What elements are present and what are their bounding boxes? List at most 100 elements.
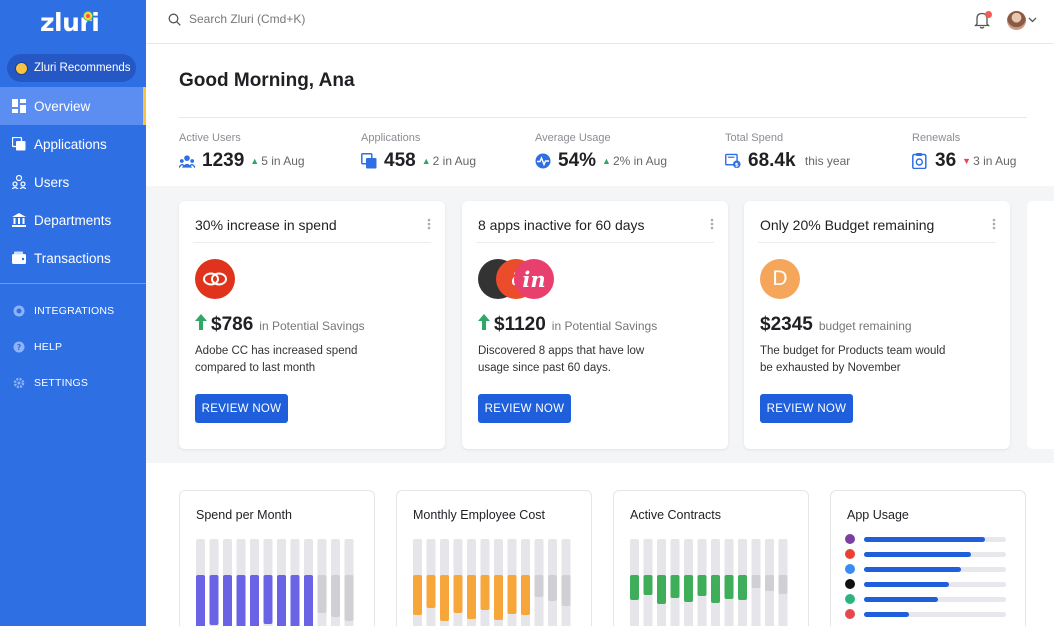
chart-card-spend-per-month[interactable]: Spend per Month	[179, 490, 375, 626]
bar[interactable]	[751, 575, 761, 588]
chevron-down-icon[interactable]	[1028, 15, 1037, 24]
amount-value: $786	[211, 314, 254, 335]
chart-card-active-contracts[interactable]: Active Contracts	[613, 490, 809, 626]
bar[interactable]	[711, 575, 720, 603]
bar[interactable]	[521, 575, 530, 615]
stat-value: 54%	[558, 150, 597, 171]
app-usage-row[interactable]	[845, 579, 1006, 589]
amount-value: $1120	[494, 314, 546, 335]
bar[interactable]	[453, 575, 463, 613]
bar[interactable]	[413, 575, 422, 615]
bar[interactable]	[317, 575, 327, 613]
chart-card-monthly-employee-cost[interactable]: Monthly Employee Cost	[396, 490, 592, 626]
kebab-menu-icon[interactable]	[992, 218, 996, 230]
trend-up-icon: ▲	[250, 156, 260, 166]
app-usage-row[interactable]	[845, 534, 1006, 544]
bar[interactable]	[561, 575, 571, 606]
arrow-up-icon	[478, 314, 490, 330]
search-bar[interactable]: Search Zluri (Cmd+K)	[168, 12, 305, 26]
sidebar-item-departments[interactable]: Departments	[0, 201, 146, 239]
search-icon	[168, 13, 181, 26]
usage-bar	[864, 566, 961, 572]
chart-card-app-usage[interactable]: App Usage	[830, 490, 1026, 626]
review-now-button[interactable]: REVIEW NOW	[195, 394, 288, 423]
sidebar-item-applications[interactable]: Applications	[0, 125, 146, 163]
top-bar: Search Zluri (Cmd+K)	[146, 0, 1054, 44]
bar[interactable]	[426, 575, 436, 608]
bar[interactable]	[534, 575, 544, 597]
stat-active-users[interactable]: Active Users 1239 ▲ 5 in Aug	[179, 132, 305, 172]
bar[interactable]	[738, 575, 747, 600]
bar[interactable]	[467, 575, 476, 619]
zluri-recommends-button[interactable]: Zluri Recommends	[7, 54, 136, 82]
stat-applications[interactable]: Applications 458 ▲ 2 in Aug	[361, 132, 476, 172]
sidebar-item-overview[interactable]: Overview	[0, 87, 146, 125]
stat-label: Total Spend	[725, 132, 784, 144]
department-avatar: D	[760, 259, 800, 299]
bar[interactable]	[290, 575, 300, 626]
invision-icon: in	[514, 259, 554, 299]
bar[interactable]	[697, 575, 707, 596]
bar[interactable]	[236, 575, 246, 626]
stat-value: 36	[935, 150, 957, 171]
integrations-icon	[12, 304, 26, 318]
app-icon-6	[845, 609, 855, 619]
card-title: 8 apps inactive for 60 days	[478, 217, 645, 233]
bar[interactable]	[724, 575, 734, 599]
bar[interactable]	[494, 575, 503, 620]
bar[interactable]	[304, 575, 313, 626]
recommends-label: Zluri Recommends	[34, 62, 131, 74]
card-title: Only 20% Budget remaining	[760, 217, 935, 233]
stat-label: Active Users	[179, 132, 241, 144]
bar[interactable]	[507, 575, 517, 614]
stat-average-usage[interactable]: Average Usage 54% ▲ 2% in Aug	[535, 132, 667, 172]
bell-icon[interactable]	[974, 11, 990, 29]
kebab-menu-icon[interactable]	[427, 218, 431, 230]
stat-total-spend[interactable]: Total Spend $ 68.4k this year	[725, 132, 850, 172]
bar[interactable]	[643, 575, 653, 595]
avatar[interactable]	[1007, 11, 1026, 30]
bar[interactable]	[657, 575, 666, 604]
bar[interactable]	[684, 575, 693, 602]
bar[interactable]	[209, 575, 219, 625]
stat-renewals[interactable]: Renewals 36 ▼ 3 in Aug	[912, 132, 1016, 172]
card-description: Adobe CC has increased spend compared to…	[195, 345, 358, 374]
sidebar-divider	[0, 283, 146, 284]
amount-label: in Potential Savings	[259, 319, 365, 333]
sidebar-item-help[interactable]: ? HELP	[0, 335, 146, 359]
kebab-menu-icon[interactable]	[710, 218, 714, 230]
search-input[interactable]: Search Zluri (Cmd+K)	[189, 12, 306, 26]
bar[interactable]	[778, 575, 788, 594]
bar[interactable]	[480, 575, 490, 610]
app-usage-row[interactable]	[845, 609, 1006, 619]
card-description: The budget for Products team would be ex…	[760, 345, 946, 374]
sidebar-item-label: Departments	[34, 212, 112, 228]
bar[interactable]	[277, 575, 286, 626]
app-usage-row[interactable]	[845, 564, 1006, 574]
bar[interactable]	[548, 575, 557, 601]
card-amount: $2345 budget remaining	[760, 314, 912, 336]
bar[interactable]	[630, 575, 639, 600]
thumbs-up-icon	[15, 61, 28, 75]
bar[interactable]	[331, 575, 340, 617]
bar[interactable]	[670, 575, 680, 598]
bar[interactable]	[440, 575, 449, 621]
bar[interactable]	[344, 575, 354, 621]
review-now-button[interactable]: REVIEW NOW	[760, 394, 853, 423]
sidebar-item-users[interactable]: Users	[0, 163, 146, 201]
help-icon: ?	[12, 340, 26, 354]
card-title: 30% increase in spend	[195, 217, 337, 233]
sidebar-item-transactions[interactable]: Transactions	[0, 239, 146, 277]
bar[interactable]	[223, 575, 232, 626]
sidebar-item-integrations[interactable]: INTEGRATIONS	[0, 299, 146, 323]
bar[interactable]	[263, 575, 273, 624]
bar[interactable]	[765, 575, 774, 591]
app-usage-row[interactable]	[845, 594, 1006, 604]
bar[interactable]	[196, 575, 205, 626]
insight-card-next-peek[interactable]	[1027, 201, 1054, 449]
bar[interactable]	[250, 575, 259, 626]
applications-icon	[12, 137, 26, 151]
review-now-button[interactable]: REVIEW NOW	[478, 394, 571, 423]
app-usage-row[interactable]	[845, 549, 1006, 559]
sidebar-item-settings[interactable]: SETTINGS	[0, 371, 146, 395]
